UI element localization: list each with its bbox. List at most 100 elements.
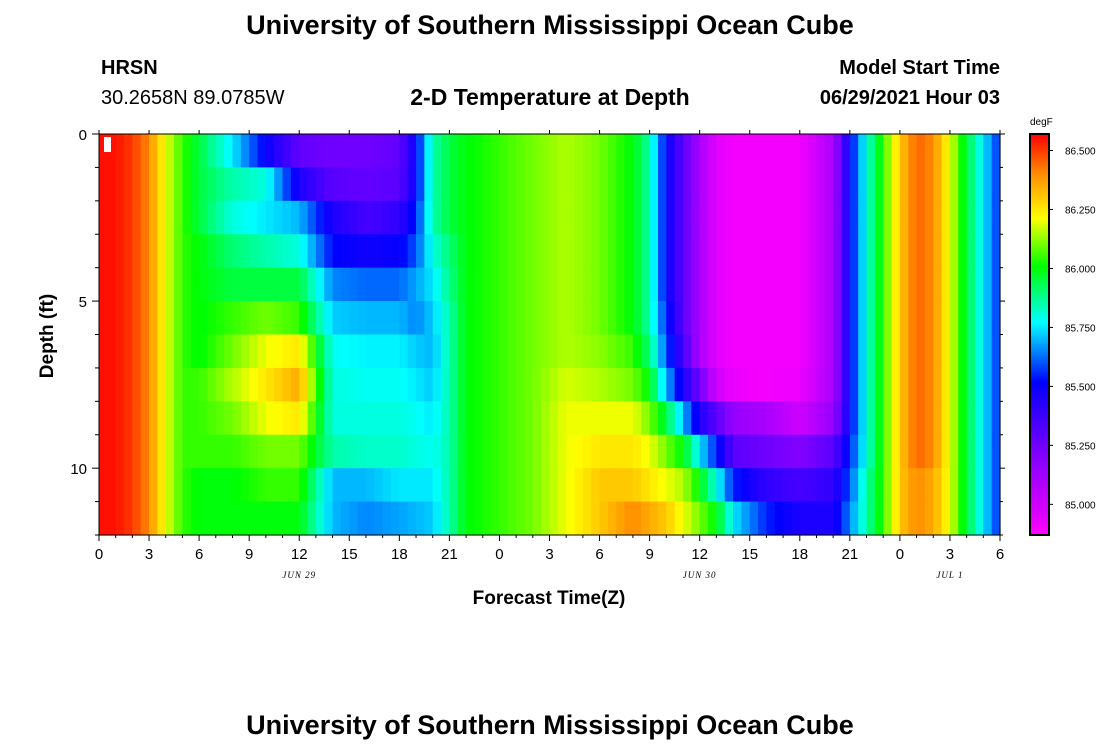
x-tick-label: 0 xyxy=(95,546,103,563)
heatmap-cell xyxy=(99,267,108,302)
heatmap-cell xyxy=(324,167,334,202)
heatmap-cell xyxy=(974,301,984,336)
heatmap-cell xyxy=(841,401,851,436)
heatmap-cell xyxy=(983,334,993,369)
heatmap-cell xyxy=(874,301,884,336)
heatmap-cell xyxy=(783,468,793,503)
heatmap-cell xyxy=(866,434,876,469)
heatmap-cell xyxy=(115,501,125,536)
heatmap-cell xyxy=(674,234,684,269)
heatmap-cell xyxy=(299,434,309,469)
heatmap-cell xyxy=(883,401,893,436)
heatmap-cell xyxy=(149,434,158,469)
heatmap-cell xyxy=(232,468,242,503)
heatmap-cell xyxy=(374,334,384,369)
heatmap-cell xyxy=(215,401,225,436)
heatmap-cell xyxy=(182,301,192,336)
heatmap-cell xyxy=(532,200,542,235)
heatmap-cell xyxy=(607,134,617,169)
heatmap-cell xyxy=(299,134,309,169)
heatmap-cell xyxy=(449,334,459,369)
heatmap-cell xyxy=(482,200,492,235)
heatmap-cell xyxy=(357,200,367,235)
heatmap-cell xyxy=(157,401,167,436)
heatmap-cell xyxy=(691,301,701,336)
heatmap-cell xyxy=(691,134,701,169)
heatmap-cell xyxy=(724,301,734,336)
heatmap-cell xyxy=(849,234,859,269)
heatmap-cell xyxy=(182,434,192,469)
heatmap-cell xyxy=(549,134,559,169)
heatmap-cell xyxy=(516,401,526,436)
heatmap-cell xyxy=(224,334,234,369)
heatmap-cell xyxy=(557,200,567,235)
heatmap-cell xyxy=(891,167,901,202)
heatmap-cell xyxy=(365,301,375,336)
heatmap-cell xyxy=(557,367,567,402)
heatmap-cell xyxy=(432,401,442,436)
heatmap-cell xyxy=(666,200,676,235)
heatmap-cell xyxy=(858,334,868,369)
heatmap-cell xyxy=(299,301,309,336)
heatmap-cell xyxy=(616,334,626,369)
heatmap-cell xyxy=(649,401,659,436)
heatmap-cell xyxy=(390,234,400,269)
heatmap-cell xyxy=(207,267,217,302)
heatmap-cell xyxy=(574,301,584,336)
heatmap-cell xyxy=(949,267,959,302)
heatmap-cell xyxy=(324,401,334,436)
heatmap-cell xyxy=(107,367,117,402)
heatmap-cell xyxy=(199,267,209,302)
heatmap-cell xyxy=(758,401,767,436)
heatmap-cell xyxy=(983,200,993,235)
heatmap-cell xyxy=(424,267,434,302)
heatmap-cell xyxy=(132,200,142,235)
heatmap-cell xyxy=(966,334,976,369)
heatmap-cell xyxy=(941,367,951,402)
heatmap-cell xyxy=(783,267,793,302)
heatmap-cell xyxy=(290,234,300,269)
heatmap-cell xyxy=(232,134,242,169)
heatmap-cell xyxy=(858,434,868,469)
heatmap-cell xyxy=(315,167,325,202)
heatmap-cell xyxy=(516,267,526,302)
heatmap-cell xyxy=(507,134,517,169)
heatmap-cell xyxy=(549,267,559,302)
heatmap-cell xyxy=(566,167,576,202)
heatmap-cell xyxy=(599,267,609,302)
heatmap-cell xyxy=(432,501,442,536)
heatmap-cell xyxy=(741,134,751,169)
heatmap-cell xyxy=(574,200,584,235)
heatmap-cell xyxy=(799,367,809,402)
heatmap-cell xyxy=(691,200,701,235)
heatmap-cell xyxy=(557,134,567,169)
heatmap-cell xyxy=(708,468,717,503)
heatmap-cell xyxy=(582,501,592,536)
heatmap-cell xyxy=(883,501,893,536)
heatmap-cell xyxy=(407,301,417,336)
heatmap-cell xyxy=(432,267,442,302)
heatmap-cell xyxy=(107,167,117,202)
heatmap-cell xyxy=(124,401,133,436)
heatmap-cell xyxy=(908,234,918,269)
heatmap-cell xyxy=(741,234,751,269)
heatmap-cell xyxy=(524,234,534,269)
heatmap-cell xyxy=(607,334,617,369)
heatmap-cell xyxy=(424,334,434,369)
heatmap-cell xyxy=(282,334,292,369)
heatmap-cell xyxy=(491,401,501,436)
heatmap-cell xyxy=(357,134,367,169)
heatmap-cell xyxy=(849,501,859,536)
heatmap-cell xyxy=(924,234,934,269)
heatmap-cell xyxy=(749,167,759,202)
heatmap-cell xyxy=(682,401,692,436)
heatmap-cell xyxy=(557,401,567,436)
heatmap-cell xyxy=(816,401,826,436)
heatmap-cell xyxy=(357,501,367,536)
heatmap-cell xyxy=(916,434,926,469)
heatmap-cell xyxy=(390,167,400,202)
heatmap-cell xyxy=(390,401,400,436)
heatmap-cell xyxy=(299,200,309,235)
heatmap-cell xyxy=(416,468,425,503)
heatmap-cell xyxy=(733,468,742,503)
